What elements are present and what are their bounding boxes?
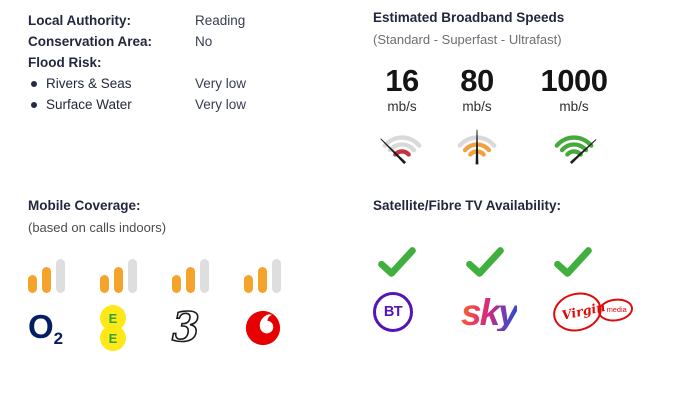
- speedometer-standard-icon: [380, 135, 422, 165]
- virgin-media-logo: Virgin media: [553, 292, 633, 332]
- tv-provider-virgin-media: Virgin media: [549, 245, 633, 338]
- tv-provider-sky: sky: [461, 245, 543, 338]
- tv-provider-bt: BT: [373, 245, 455, 338]
- mobile-title: Mobile Coverage:: [28, 198, 141, 213]
- carrier-three: 3: [171, 259, 224, 353]
- signal-bars-icon: [28, 259, 80, 293]
- broadband-section: Estimated Broadband Speeds (Standard - S…: [373, 10, 663, 167]
- broadband-subtitle: (Standard - Superfast - Ultrafast): [373, 32, 562, 47]
- row-value: Reading: [195, 13, 246, 28]
- row-label: Rivers & Seas: [28, 76, 195, 91]
- checkmark-icon: [466, 247, 504, 277]
- row-label: Flood Risk:: [28, 55, 102, 70]
- svg-text:Virgin: Virgin: [560, 299, 606, 323]
- speedometer-superfast-icon: [457, 129, 497, 165]
- o2-logo: O2: [28, 307, 64, 348]
- row-value: Very low: [195, 97, 247, 112]
- tv-availability-section: Satellite/Fibre TV Availability: BT sky: [373, 198, 673, 338]
- property-row: Surface Water Very low: [28, 94, 348, 115]
- mobile-coverage-section: Mobile Coverage: (based on calls indoors…: [28, 198, 348, 353]
- carrier-vodafone: [244, 259, 296, 353]
- signal-bars-icon: [244, 259, 296, 293]
- carrier-o2: O2: [28, 259, 80, 353]
- row-label: Surface Water: [28, 97, 195, 112]
- three-logo: 3: [171, 304, 200, 351]
- carrier-ee: E E: [100, 259, 152, 353]
- carriers-row: O2 E E 3: [28, 259, 348, 353]
- checkmark-icon: [554, 247, 592, 277]
- property-row: Rivers & Seas Very low: [28, 73, 348, 94]
- row-label: Local Authority:: [28, 13, 131, 28]
- bt-logo: BT: [373, 292, 413, 332]
- speed-value: 1000: [540, 63, 608, 98]
- speed-standard: 16 mb/s: [373, 65, 431, 167]
- speed-value: 16: [385, 63, 419, 98]
- broadband-speeds: 16 mb/s 80 mb/s: [373, 65, 663, 167]
- property-row: Local Authority: Reading: [28, 10, 348, 31]
- speed-unit: mb/s: [559, 99, 589, 114]
- speed-unit: mb/s: [462, 99, 492, 114]
- bullet-icon: [31, 80, 37, 87]
- ee-logo: E E: [100, 305, 126, 351]
- speed-unit: mb/s: [387, 99, 417, 114]
- speed-ultrafast: 1000 mb/s: [527, 65, 621, 167]
- signal-bars-icon: [172, 259, 224, 293]
- tv-title: Satellite/Fibre TV Availability:: [373, 198, 562, 213]
- svg-text:media: media: [607, 305, 628, 314]
- property-row: Flood Risk:: [28, 52, 348, 73]
- vodafone-logo: [245, 310, 281, 346]
- speed-value: 80: [460, 63, 494, 98]
- property-details-section: Local Authority: Reading Conservation Ar…: [28, 10, 348, 115]
- tv-providers-row: BT sky Virgin: [373, 245, 673, 338]
- speed-superfast: 80 mb/s: [447, 65, 507, 167]
- mobile-subtitle: (based on calls indoors): [28, 220, 167, 235]
- sky-logo: sky: [461, 291, 519, 333]
- row-value: No: [195, 34, 213, 49]
- checkmark-icon: [378, 247, 416, 277]
- bullet-icon: [31, 101, 37, 108]
- signal-bars-icon: [100, 259, 152, 293]
- broadband-title: Estimated Broadband Speeds: [373, 10, 565, 25]
- speedometer-ultrafast-icon: [554, 135, 597, 165]
- property-row: Conservation Area: No: [28, 31, 348, 52]
- row-label: Conservation Area:: [28, 34, 153, 49]
- row-value: Very low: [195, 76, 247, 91]
